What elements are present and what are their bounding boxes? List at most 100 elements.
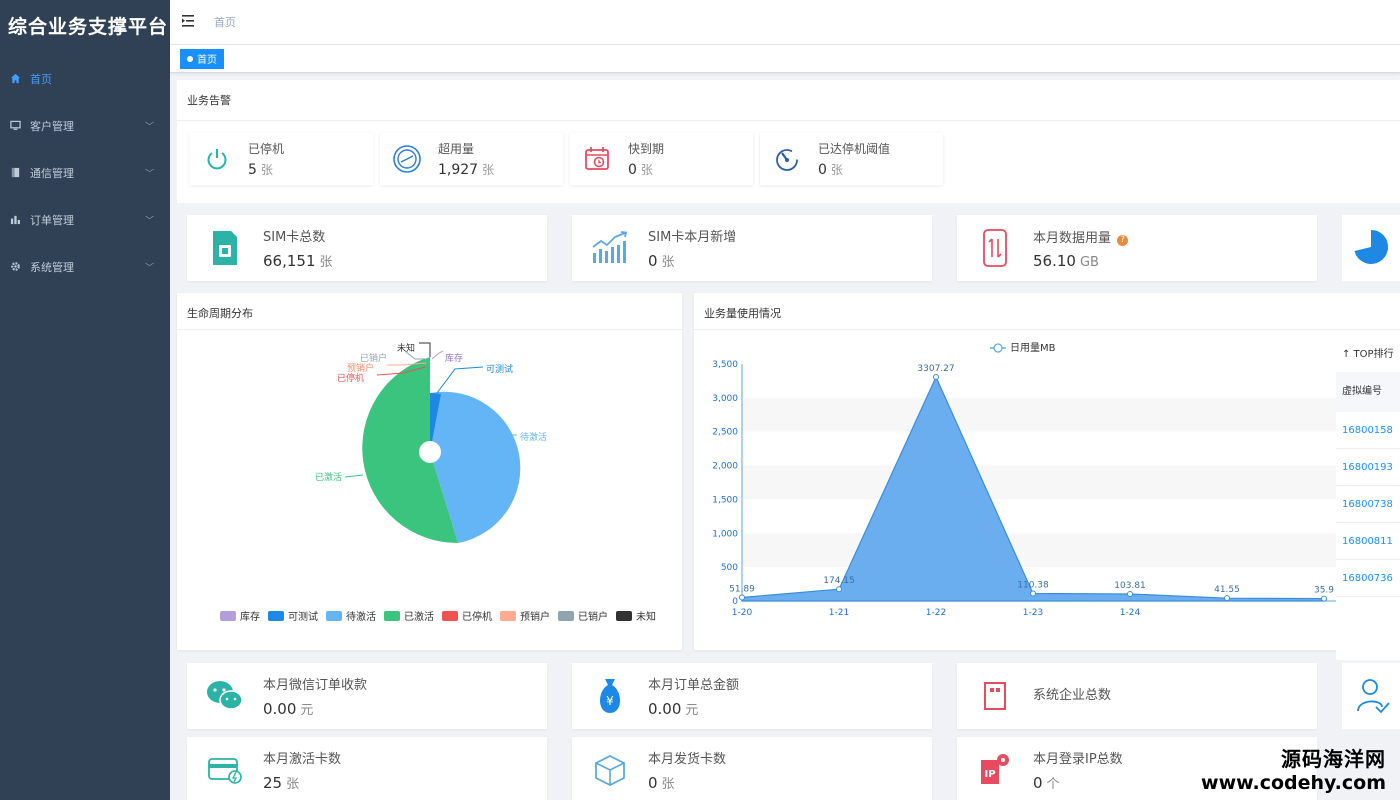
stat-unit: 个 (1046, 777, 1060, 792)
stat-card-sim-total[interactable]: SIM卡总数 66,151 张 (187, 215, 547, 281)
gear-icon (8, 261, 22, 272)
data-label: 3307.27 (917, 364, 954, 374)
sidebar-item-label: 订单管理 (30, 213, 74, 227)
phone-transfer-icon (975, 226, 1015, 270)
data-point (933, 374, 939, 381)
legend-label: 日用量MB (1010, 342, 1056, 354)
stat-card-data-usage[interactable]: 本月数据用量 ? 56.10 GB (957, 215, 1317, 281)
pie-slice-activated[interactable] (362, 357, 458, 544)
help-icon[interactable]: ? (1117, 234, 1129, 246)
stat-unit: 张 (286, 777, 300, 792)
legend-item-sold[interactable]: 已销户 (558, 608, 608, 623)
legend-item-stock[interactable]: 库存 (220, 608, 260, 623)
sidebar-item-home[interactable]: 首页 (0, 55, 170, 102)
sidebar-item-label: 系统管理 (30, 260, 74, 274)
sidebar-item-comms[interactable]: 通信管理 ﹀ (0, 149, 170, 196)
table-row[interactable]: 16800811 (1336, 523, 1400, 560)
top-ranking-title: ↑ TOP排行 (1342, 349, 1394, 360)
data-point (1224, 595, 1230, 602)
legend-item-testable[interactable]: 可测试 (268, 608, 318, 623)
stat-card-partial-2 (1342, 663, 1400, 729)
top-navbar: 首页 (170, 0, 1400, 45)
stat-value: 56.10 (1033, 251, 1076, 270)
data-label: 51.89 (729, 584, 755, 594)
legend-marker (993, 343, 1003, 353)
data-label: 41.55 (1214, 585, 1240, 595)
pie-slice-testable[interactable] (430, 392, 441, 452)
sidebar-item-label: 通信管理 (30, 166, 74, 180)
breadcrumb[interactable]: 首页 (214, 16, 236, 29)
data-label: 110.38 (1017, 581, 1049, 591)
stat-card-partial (1342, 215, 1400, 281)
stat-card-activated-cards[interactable]: 本月激活卡数 25 张 (187, 737, 547, 800)
x-tick-label: 1-22 (926, 608, 946, 618)
sim-card-icon (205, 226, 245, 270)
tag-home[interactable]: 首页 (180, 48, 224, 69)
alert-card-overuse[interactable]: 超用量 1,927 张 (380, 133, 563, 185)
chevron-down-icon: ﹀ (144, 216, 154, 226)
y-tick-label: 500 (721, 563, 738, 573)
legend-item-stopped[interactable]: 已停机 (442, 608, 492, 623)
hamburger-icon[interactable] (182, 14, 196, 30)
alert-label: 已停机 (248, 142, 285, 156)
alert-unit: 张 (640, 163, 653, 177)
sidebar-item-label: 首页 (30, 72, 52, 86)
alert-unit: 张 (830, 163, 843, 177)
stat-card-order-total[interactable]: ¥ 本月订单总金额 0.00 元 (572, 663, 932, 729)
sidebar-item-orders[interactable]: 订单管理 ﹀ (0, 196, 170, 243)
y-tick-label: 3,000 (712, 394, 738, 404)
grid-band (742, 397, 1340, 432)
stat-label: SIM卡总数 (263, 230, 326, 245)
stat-card-wechat-income[interactable]: 本月微信订单收款 0.00 元 (187, 663, 547, 729)
y-tick-label: 1,000 (712, 529, 738, 539)
grid-band (742, 533, 1340, 568)
stat-unit: 张 (661, 255, 675, 270)
table-row[interactable]: 16800193 (1336, 449, 1400, 486)
table-row[interactable]: 16800738 (1336, 486, 1400, 523)
alert-value: 0 (818, 162, 827, 178)
y-tick-label: 2,500 (712, 428, 738, 438)
sim-icon (8, 167, 22, 178)
watermark: 源码海洋网 www.codehy.com (1201, 743, 1386, 794)
legend-item-activated[interactable]: 已激活 (384, 608, 434, 623)
table-row[interactable]: 16800736 (1336, 560, 1400, 597)
growth-chart-icon (590, 226, 630, 270)
bar-chart-icon (8, 214, 22, 225)
data-point (836, 586, 842, 593)
alert-value: 5 (248, 162, 257, 178)
stat-value: 25 (263, 774, 283, 792)
pie-label-sold: 已销户 (360, 354, 388, 364)
sidebar: 综合业务支撑平台 首页 客户管理 ﹀ 通信管理 ﹀ 订单管理 ﹀ 系统管理 ﹀ (0, 0, 170, 800)
alert-label: 已达停机阈值 (818, 142, 891, 156)
alert-unit: 张 (260, 163, 273, 177)
data-point (739, 594, 745, 601)
table-row[interactable]: 16800158 (1336, 412, 1400, 449)
legend-item-pending[interactable]: 待激活 (326, 608, 376, 623)
alert-value: 0 (628, 162, 637, 178)
stat-card-enterprise-total[interactable]: 系统企业总数 (957, 663, 1317, 729)
legend-item-unknown[interactable]: 未知 (616, 608, 656, 623)
alert-label: 快到期 (628, 142, 665, 156)
pie-slice-pending[interactable] (430, 391, 521, 543)
data-label: 174.15 (823, 576, 855, 586)
y-tick-label: 3,500 (712, 360, 738, 370)
sidebar-item-system[interactable]: 系统管理 ﹀ (0, 243, 170, 290)
pie-label-unknown: 未知 (397, 344, 416, 354)
pie-label-activated: 已激活 (315, 473, 343, 483)
legend-item-presold[interactable]: 预销户 (500, 608, 550, 623)
stat-label: 本月登录IP总数 (1033, 752, 1123, 767)
timer-icon (772, 144, 802, 174)
stat-value: 0 (648, 252, 658, 270)
usage-area-chart: 0 500 1,000 1,500 2,000 2,500 3,000 3,500 51.89 1… (712, 342, 1340, 618)
usage-title: 业务量使用情况 (694, 293, 1400, 330)
sidebar-item-customer[interactable]: 客户管理 ﹀ (0, 102, 170, 149)
top-ranking-header: 虚拟编号 (1336, 372, 1400, 412)
stat-unit: 张 (661, 777, 675, 792)
data-label: 103.81 (1114, 581, 1146, 591)
